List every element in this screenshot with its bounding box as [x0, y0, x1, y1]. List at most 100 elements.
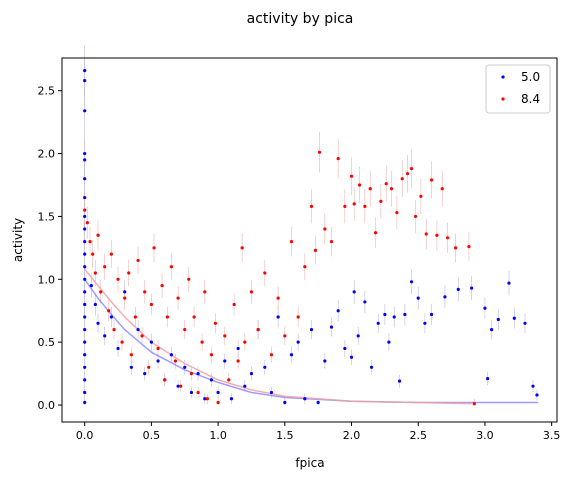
x-tick-label: 1.0: [209, 429, 227, 442]
data-point-2: [223, 334, 227, 338]
data-point-1: [356, 334, 360, 338]
data-point-2: [149, 302, 153, 307]
data-point-1: [83, 158, 87, 162]
data-point-2: [136, 258, 140, 263]
legend-marker-1: [501, 75, 505, 79]
data-point-2: [317, 150, 322, 154]
data-point-1: [83, 327, 87, 332]
data-point-1: [269, 390, 274, 395]
data-point-1: [183, 365, 187, 369]
data-points: [83, 68, 539, 406]
data-point-2: [196, 390, 200, 395]
data-point-2: [368, 187, 372, 191]
x-tick-label: 0.5: [143, 429, 161, 442]
chart-title: activity by pica: [247, 11, 354, 27]
data-point-1: [189, 390, 194, 395]
x-tick-label: 3.0: [476, 429, 494, 442]
data-point-2: [472, 402, 476, 406]
data-point-1: [263, 365, 267, 369]
data-point-2: [183, 327, 187, 332]
data-point-1: [470, 286, 474, 290]
plot-frame: [62, 58, 557, 422]
data-point-2: [232, 302, 236, 307]
data-point-2: [96, 233, 100, 237]
y-tick-label: 2.0: [38, 148, 56, 161]
data-point-2: [256, 327, 260, 332]
x-tick-label: 3.5: [543, 429, 561, 442]
data-point-2: [205, 397, 210, 401]
data-point-1: [392, 315, 396, 319]
data-point-2: [343, 204, 347, 208]
data-point-1: [303, 397, 307, 401]
data-point-1: [296, 340, 300, 344]
data-point-1: [129, 365, 133, 369]
data-point-1: [83, 390, 87, 395]
data-point-2: [123, 296, 127, 300]
data-point-2: [243, 340, 247, 344]
data-point-1: [507, 281, 511, 285]
data-point-2: [240, 246, 244, 250]
data-point-2: [127, 271, 131, 275]
data-point-2: [313, 248, 318, 252]
data-point-1: [93, 302, 97, 307]
y-tick-label: 2.5: [38, 85, 56, 98]
data-point-1: [429, 312, 434, 317]
data-point-2: [249, 290, 254, 294]
data-point-1: [96, 321, 100, 325]
legend-label-1: 5.0: [521, 70, 540, 84]
data-point-1: [316, 400, 320, 405]
data-point-1: [486, 377, 490, 381]
data-point-1: [383, 312, 387, 317]
data-point-2: [289, 239, 294, 244]
data-point-1: [531, 384, 535, 388]
data-point-2: [173, 359, 178, 363]
data-point-1: [83, 302, 87, 307]
data-point-1: [223, 359, 227, 363]
data-point-1: [249, 371, 254, 376]
data-point-2: [409, 167, 414, 171]
data-point-2: [116, 277, 120, 281]
data-point-2: [165, 315, 170, 319]
x-tick-label: 2.0: [343, 429, 361, 442]
data-point-1: [216, 390, 220, 395]
data-point-1: [83, 68, 87, 73]
data-point-2: [112, 327, 116, 332]
data-point-2: [129, 353, 133, 357]
data-point-1: [116, 346, 120, 351]
data-point-1: [109, 315, 113, 319]
data-point-2: [93, 271, 97, 275]
data-point-2: [152, 246, 156, 250]
data-point-1: [83, 239, 87, 244]
data-point-1: [336, 309, 340, 313]
x-tick-label: 2.5: [409, 429, 427, 442]
data-point-1: [376, 321, 380, 325]
data-point-2: [329, 239, 334, 244]
data-point-1: [397, 379, 402, 383]
data-point-2: [143, 290, 147, 294]
data-point-2: [389, 187, 394, 191]
fit-curves: [84, 268, 539, 405]
data-point-1: [83, 265, 87, 269]
data-point-1: [83, 365, 87, 369]
data-point-1: [352, 290, 356, 294]
fit-curve-2: [84, 268, 472, 405]
data-point-2: [200, 340, 204, 344]
data-point-2: [276, 296, 280, 300]
data-point-1: [83, 315, 87, 319]
data-point-1: [196, 371, 200, 376]
data-point-1: [83, 378, 87, 382]
data-point-1: [243, 384, 247, 388]
data-point-1: [369, 365, 374, 369]
data-point-2: [163, 378, 167, 382]
data-point-2: [435, 233, 439, 237]
data-point-2: [216, 400, 220, 405]
y-tick-label: 0.5: [38, 336, 56, 349]
plot-border: [61, 57, 558, 423]
data-point-1: [229, 397, 234, 401]
data-point-1: [143, 371, 147, 376]
data-point-2: [395, 211, 399, 215]
data-point-1: [490, 327, 494, 332]
data-point-1: [176, 384, 180, 388]
data-point-1: [309, 327, 314, 332]
data-point-1: [83, 79, 87, 83]
